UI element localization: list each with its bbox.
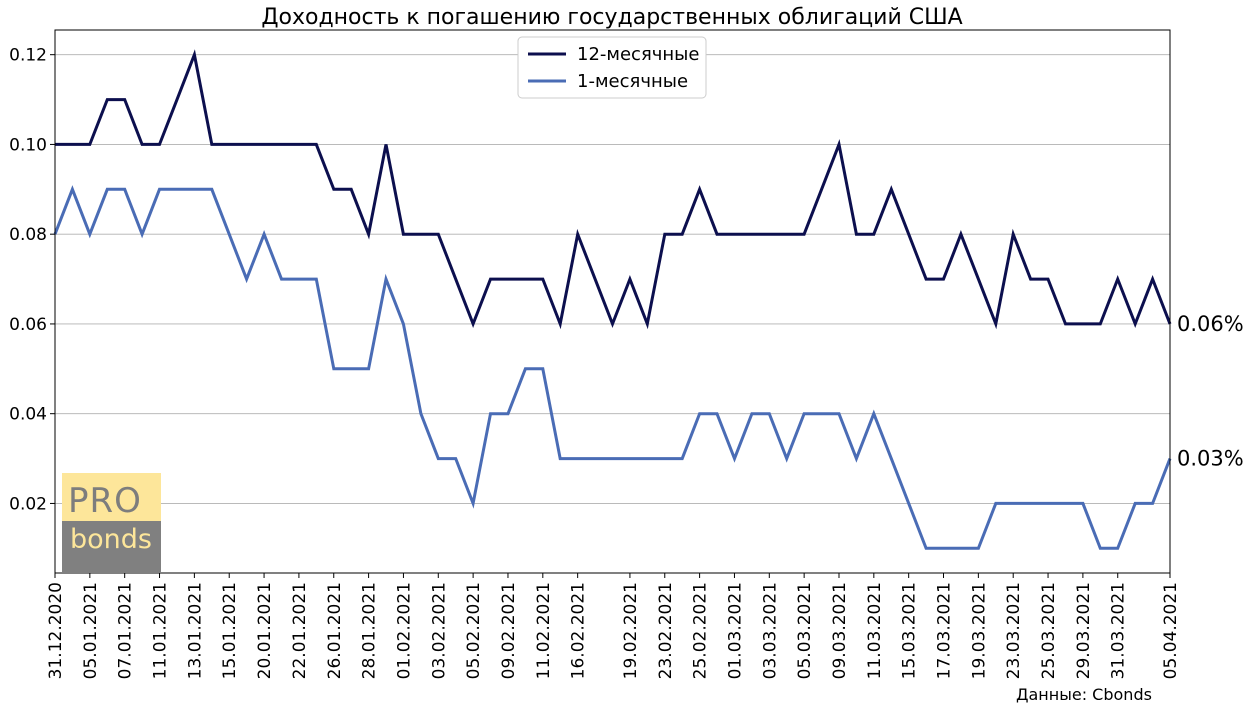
plot-frame [54,29,1171,574]
y-tick-label: 0.10 [9,135,47,155]
x-tick-label: 25.03.2021 [1039,582,1059,679]
legend-box [517,36,707,99]
x-tick-label: 11.03.2021 [865,582,885,679]
y-tick-label: 0.12 [9,46,47,66]
x-tick-label: 09.02.2021 [499,582,519,679]
x-tick-label: 05.02.2021 [464,582,484,679]
legend-label-12m: 12-месячные [577,44,699,65]
end-labels: 0.06% 0.03% [1177,312,1244,471]
y-tick-label: 0.02 [9,494,47,514]
x-tick-label: 23.03.2021 [1004,582,1024,679]
x-axis: 31.12.2020 05.01.2021 07.01.2021 11.01.2021… [46,573,1181,679]
x-tick-label: 09.03.2021 [830,582,850,679]
x-tick-label: 28.01.2021 [360,582,380,679]
x-tick-label: 03.03.2021 [760,582,780,679]
x-tick-label: 05.03.2021 [795,582,815,679]
x-tick-label: 01.03.2021 [725,582,745,679]
x-tick-label: 16.02.2021 [569,582,589,679]
x-tick-label: 15.03.2021 [900,582,920,679]
series-line-0 [55,49,1172,330]
series-lines [53,49,1172,550]
x-tick-label: 07.01.2021 [116,582,136,679]
x-tick-label: 11.01.2021 [151,582,171,679]
x-tick-label: 03.02.2021 [429,582,449,679]
y-tick-label: 0.06 [9,315,47,335]
x-tick-label: 20.01.2021 [255,582,275,679]
probonds-logo: PRO bonds [62,473,161,573]
chart-title: Доходность к погашению государственных о… [261,5,962,30]
data-source-note: Данные: Cbonds [1016,685,1152,704]
x-tick-label: 25.02.2021 [691,582,711,679]
x-tick-label: 26.01.2021 [325,582,345,679]
legend-label-1m: 1-месячные [577,71,688,92]
legend: 12-месячные 1-месячные [517,36,707,99]
logo-text-pro: PRO [68,481,142,521]
x-tick-label: 01.02.2021 [394,582,414,679]
x-tick-label: 17.03.2021 [935,582,955,679]
logo-text-bonds: bonds [70,524,152,555]
grid-lines [55,54,1170,504]
x-tick-label: 15.01.2021 [220,582,240,679]
x-tick-label: 29.03.2021 [1074,582,1094,679]
end-label-0: 0.06% [1177,312,1244,336]
end-label-1: 0.03% [1177,447,1244,471]
x-tick-label: 22.01.2021 [290,582,310,679]
y-tick-label: 0.04 [9,405,47,425]
x-tick-label: 19.03.2021 [969,582,989,679]
x-tick-label: 23.02.2021 [656,582,676,679]
x-tick-label: 19.02.2021 [621,582,641,679]
x-tick-label: 13.01.2021 [185,582,205,679]
x-tick-label: 05.04.2021 [1161,582,1181,679]
y-axis: 0.02 0.04 0.06 0.08 0.10 0.12 [9,46,55,514]
x-tick-label: 31.03.2021 [1109,582,1129,679]
x-tick-label: 11.02.2021 [534,582,554,679]
x-tick-label: 31.12.2020 [46,582,66,679]
series-line-1 [53,185,1172,550]
y-tick-label: 0.08 [9,225,47,245]
x-tick-label: 05.01.2021 [81,582,101,679]
